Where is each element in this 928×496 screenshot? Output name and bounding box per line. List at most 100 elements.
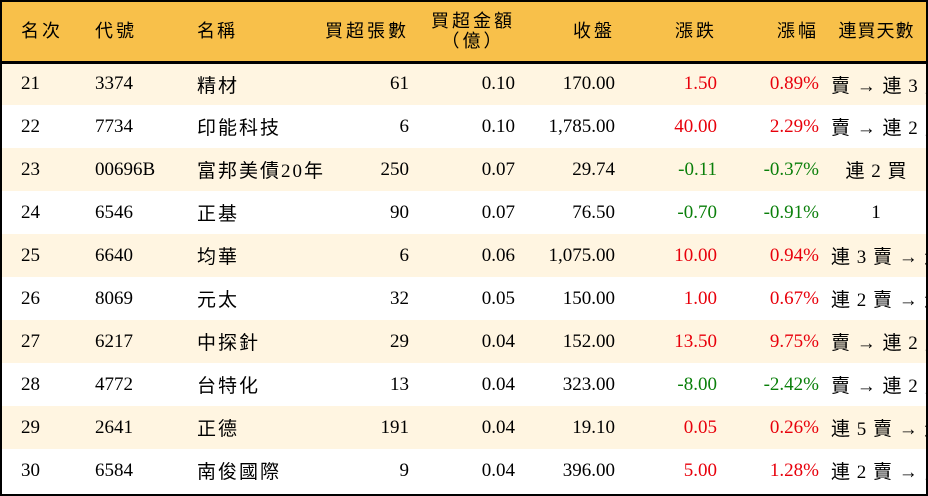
cell-streak: 連 2 買 bbox=[845, 161, 908, 182]
cell-net-buy-amount: 0.10 bbox=[481, 73, 515, 95]
cell-name: 正德 bbox=[197, 419, 240, 440]
cell-change: -0.11 bbox=[678, 158, 717, 180]
cell-net-buy-lots: 61 bbox=[390, 73, 409, 95]
cell-net-buy-amount: 0.04 bbox=[481, 416, 515, 438]
cell-change-pct: -0.37% bbox=[763, 158, 819, 180]
cell-code: 6584 bbox=[95, 459, 133, 481]
cell-net-buy-amount: 0.06 bbox=[481, 244, 515, 266]
cell-change-pct: 9.75% bbox=[769, 330, 819, 352]
table-row: 26 8069 元太 32 0.05 150.00 1.00 0.67% 連 2… bbox=[2, 277, 928, 320]
cell-rank: 28 bbox=[21, 373, 40, 395]
header-close: 收盤 bbox=[521, 2, 623, 64]
cell-net-buy-lots: 90 bbox=[390, 201, 409, 223]
cell-change: 40.00 bbox=[674, 115, 717, 137]
cell-net-buy-lots: 13 bbox=[390, 373, 409, 395]
header-net-buy-amount-line1: 買超金額 bbox=[431, 11, 515, 32]
table-row: 30 6584 南俊國際 9 0.04 396.00 5.00 1.28% 連 … bbox=[2, 449, 928, 492]
cell-code: 8069 bbox=[95, 287, 133, 309]
cell-rank: 25 bbox=[21, 244, 40, 266]
cell-net-buy-amount: 0.05 bbox=[481, 287, 515, 309]
cell-code: 6546 bbox=[95, 201, 133, 223]
cell-net-buy-lots: 191 bbox=[380, 416, 410, 438]
cell-change: 13.50 bbox=[674, 330, 717, 352]
cell-change: 0.05 bbox=[683, 416, 717, 438]
cell-streak: 賣 → 連 2 買 bbox=[831, 118, 928, 139]
cell-rank: 26 bbox=[21, 287, 40, 309]
cell-change-pct: -2.42% bbox=[763, 373, 819, 395]
cell-close: 1,075.00 bbox=[548, 244, 616, 266]
cell-streak: 賣 → 連 2 買 bbox=[831, 333, 928, 354]
cell-change: 1.00 bbox=[683, 287, 717, 309]
cell-close: 1,785.00 bbox=[548, 115, 616, 137]
cell-change-pct: -0.91% bbox=[763, 201, 819, 223]
cell-streak: 賣 → 連 3 買 bbox=[831, 75, 928, 97]
cell-code: 7734 bbox=[95, 115, 133, 137]
cell-net-buy-lots: 6 bbox=[399, 244, 410, 266]
cell-change-pct: 2.29% bbox=[769, 115, 819, 137]
header-change-pct: 漲幅 bbox=[725, 2, 827, 64]
cell-streak: 連 3 賣 → 連 4 買 bbox=[831, 247, 928, 268]
cell-rank: 29 bbox=[21, 416, 40, 438]
cell-rank: 30 bbox=[21, 459, 40, 481]
cell-streak: 連 2 賣 → 買 bbox=[831, 462, 928, 483]
table-header-row: 名次 代號 名稱 買超張數 買超金額 （億） 收盤 漲跌 漲幅 連買天數 bbox=[2, 2, 926, 64]
table-row: 28 4772 台特化 13 0.04 323.00 -8.00 -2.42% … bbox=[2, 363, 928, 406]
cell-rank: 24 bbox=[21, 201, 40, 223]
cell-change: 5.00 bbox=[683, 459, 717, 481]
cell-change-pct: 0.94% bbox=[769, 244, 819, 266]
cell-net-buy-lots: 250 bbox=[380, 158, 410, 180]
cell-name: 南俊國際 bbox=[197, 462, 282, 483]
cell-rank: 27 bbox=[21, 330, 40, 352]
cell-close: 19.10 bbox=[572, 416, 615, 438]
table-row: 21 3374 精材 61 0.10 170.00 1.50 0.89% 賣 →… bbox=[2, 62, 928, 105]
cell-net-buy-amount: 0.07 bbox=[481, 201, 515, 223]
cell-close: 150.00 bbox=[562, 287, 615, 309]
cell-close: 152.00 bbox=[562, 330, 615, 352]
cell-change-pct: 0.26% bbox=[769, 416, 819, 438]
cell-name: 精材 bbox=[197, 75, 240, 97]
cell-net-buy-amount: 0.10 bbox=[481, 115, 515, 137]
cell-rank: 21 bbox=[21, 73, 40, 95]
cell-net-buy-lots: 6 bbox=[399, 115, 410, 137]
cell-name: 中探針 bbox=[197, 333, 261, 354]
table-row: 23 00696B 富邦美債20年 250 0.07 29.74 -0.11 -… bbox=[2, 148, 926, 191]
cell-change: -8.00 bbox=[677, 373, 717, 395]
header-net-buy-amount: 買超金額 （億） bbox=[419, 2, 521, 64]
cell-net-buy-lots: 29 bbox=[390, 330, 409, 352]
header-code: 代號 bbox=[83, 2, 185, 64]
cell-streak: 連 5 賣 → 連 9 買 bbox=[831, 419, 928, 440]
cell-close: 170.00 bbox=[562, 73, 615, 95]
header-net-buy-amount-unit: （億） bbox=[441, 31, 505, 52]
cell-close: 76.50 bbox=[572, 201, 615, 223]
cell-code: 6640 bbox=[95, 244, 133, 266]
cell-change-pct: 0.67% bbox=[769, 287, 819, 309]
table-row: 29 2641 正德 191 0.04 19.10 0.05 0.26% 連 5… bbox=[2, 406, 928, 449]
cell-code: 00696B bbox=[95, 158, 156, 180]
header-change: 漲跌 bbox=[623, 2, 725, 64]
cell-change: 1.50 bbox=[683, 73, 717, 95]
cell-name: 台特化 bbox=[197, 376, 261, 397]
cell-change: -0.70 bbox=[677, 201, 717, 223]
cell-rank: 22 bbox=[21, 115, 40, 137]
cell-code: 4772 bbox=[95, 373, 133, 395]
cell-name: 均華 bbox=[197, 247, 240, 268]
cell-name: 富邦美債20年 bbox=[197, 161, 326, 182]
cell-net-buy-lots: 32 bbox=[390, 287, 409, 309]
header-streak: 連買天數 bbox=[827, 2, 926, 64]
cell-net-buy-amount: 0.04 bbox=[481, 459, 515, 481]
header-name: 名稱 bbox=[185, 2, 321, 64]
cell-streak: 1 bbox=[871, 201, 882, 223]
cell-name: 正基 bbox=[197, 204, 240, 225]
cell-name: 元太 bbox=[197, 290, 240, 311]
cell-net-buy-amount: 0.04 bbox=[481, 373, 515, 395]
cell-net-buy-lots: 9 bbox=[399, 459, 410, 481]
cell-close: 323.00 bbox=[562, 373, 615, 395]
cell-net-buy-amount: 0.04 bbox=[481, 330, 515, 352]
cell-streak: 賣 → 連 2 買 bbox=[831, 376, 928, 397]
cell-code: 2641 bbox=[95, 416, 133, 438]
header-net-buy-lots: 買超張數 bbox=[321, 2, 419, 64]
cell-change-pct: 1.28% bbox=[769, 459, 819, 481]
cell-rank: 23 bbox=[21, 158, 40, 180]
